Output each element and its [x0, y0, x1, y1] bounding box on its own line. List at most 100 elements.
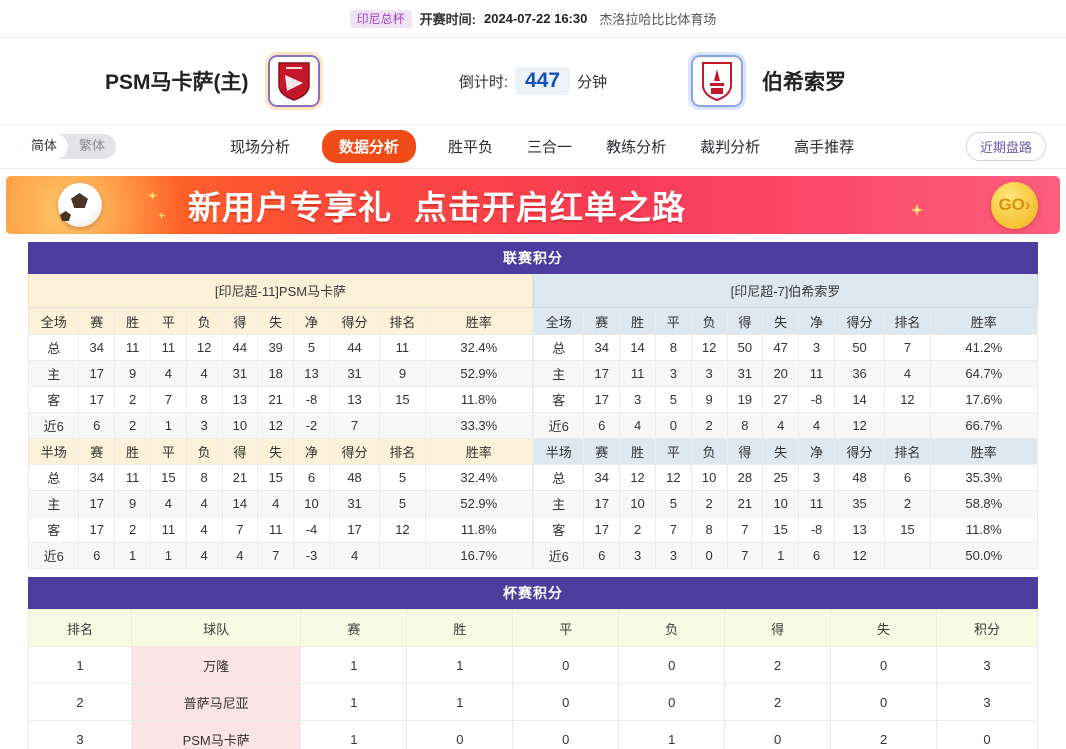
row-scope: 主 [532, 490, 585, 517]
cell-win: 12 [619, 464, 656, 491]
cell-draw: 12 [654, 464, 692, 491]
cell-gf: 8 [726, 412, 764, 439]
competition-tag: 印尼总杯 [349, 9, 412, 28]
cell-gd: -2 [293, 412, 330, 439]
row-scope: 主 [27, 490, 80, 517]
cell-loss: 8 [185, 464, 223, 491]
cup-standings-table: 排名 球队 赛 胜 平 负 得 失 积分 1 万隆 1 1 0 0 2 0 3 … [28, 609, 1038, 749]
cell-loss: 0 [618, 646, 726, 684]
row-scope: 近6 [27, 412, 80, 439]
cell-loss: 0 [690, 542, 728, 569]
cell-ga: 39 [257, 334, 295, 361]
language-toggle[interactable]: 简体 繁体 [20, 134, 117, 159]
cell-gd: 3 [798, 464, 835, 491]
cell-loss: 8 [185, 386, 223, 413]
cell-points: 14 [833, 386, 886, 413]
lang-simplified-option[interactable]: 简体 [20, 134, 69, 159]
table-row: 总 34 12 12 10 28 25 3 48 6 35.3% [532, 464, 1039, 491]
col-win: 胜 [406, 609, 514, 647]
col-gf: 得 [221, 438, 259, 465]
cell-points: 36 [833, 360, 886, 387]
cell-team[interactable]: PSM马卡萨 [130, 720, 302, 749]
cell-played: 6 [583, 542, 621, 569]
col-draw: 平 [654, 438, 692, 465]
sparkle-icon [911, 204, 923, 216]
cell-points: 31 [328, 360, 381, 387]
cell-points: 44 [328, 334, 381, 361]
tab-live-analysis[interactable]: 现场分析 [230, 139, 291, 156]
table-row: 1 万隆 1 1 0 0 2 0 3 [28, 646, 1038, 684]
cell-draw: 0 [654, 412, 692, 439]
cell-rank: 15 [884, 516, 931, 543]
cell-ga: 25 [762, 464, 800, 491]
cell-gf: 14 [221, 490, 259, 517]
col-gf: 得 [221, 308, 259, 335]
cell-points: 4 [328, 542, 381, 569]
col-win: 胜 [619, 438, 656, 465]
cell-team[interactable]: 普萨马尼亚 [130, 683, 302, 721]
cell-gf: 10 [221, 412, 259, 439]
cell-ga: 2 [830, 720, 938, 749]
tab-coach-analysis[interactable]: 教练分析 [606, 139, 667, 156]
recent-odds-button[interactable]: 近期盘路 [965, 132, 1046, 161]
cell-rank: 12 [884, 386, 931, 413]
col-gd: 净 [798, 438, 835, 465]
cell-points: 12 [833, 412, 886, 439]
home-full-header-row: 全场 赛 胜 平 负 得 失 净 得分 排名 胜率 [27, 308, 534, 335]
cell-played: 1 [300, 720, 408, 749]
home-team-block[interactable]: PSM马卡萨(主) [0, 52, 400, 110]
cell-win: 9 [114, 360, 151, 387]
cell-loss: 1 [618, 720, 726, 749]
cell-played: 34 [583, 464, 621, 491]
cell-gd: -4 [293, 516, 330, 543]
cell-rank: 2 [28, 683, 132, 721]
cell-loss: 4 [185, 490, 223, 517]
col-loss: 负 [185, 308, 223, 335]
tab-referee-analysis[interactable]: 裁判分析 [700, 139, 761, 156]
cell-win: 1 [114, 542, 151, 569]
cell-rank: 9 [379, 360, 426, 387]
cell-points: 13 [833, 516, 886, 543]
col-scope: 半场 [532, 438, 585, 465]
cell-draw: 7 [654, 516, 692, 543]
tab-data-analysis[interactable]: 数据分析 [322, 130, 417, 163]
tab-three-in-one[interactable]: 三合一 [527, 139, 573, 156]
col-loss: 负 [690, 438, 728, 465]
cell-points: 48 [833, 464, 886, 491]
row-scope: 客 [532, 386, 585, 413]
away-stats-table: 全场 赛 胜 平 负 得 失 净 得分 排名 胜率 总 34 14 8 [532, 308, 1039, 569]
cell-win: 11 [114, 464, 151, 491]
cell-draw: 3 [654, 542, 692, 569]
cell-loss: 9 [690, 386, 728, 413]
table-row: 总 34 11 11 12 44 39 5 44 11 32.4% [27, 334, 534, 361]
cell-gf: 50 [726, 334, 764, 361]
banner-go-button[interactable]: GO › [991, 181, 1038, 229]
tab-win-draw-loss[interactable]: 胜平负 [448, 139, 494, 156]
promo-banner[interactable]: 新用户专享礼 点击开启红单之路 GO › [6, 176, 1060, 234]
cell-team[interactable]: 万隆 [130, 646, 302, 684]
cell-win: 10 [619, 490, 656, 517]
col-loss: 负 [185, 438, 223, 465]
cell-draw: 0 [512, 646, 620, 684]
lang-traditional-option[interactable]: 繁体 [79, 138, 106, 154]
table-row: 3 PSM马卡萨 1 0 0 1 0 2 0 [28, 720, 1038, 749]
tab-expert-picks[interactable]: 高手推荐 [794, 139, 855, 156]
cell-played: 6 [78, 412, 116, 439]
cell-loss: 3 [690, 360, 728, 387]
match-info-bar: 印尼总杯 开赛时间: 2024-07-22 16:30 杰洛拉哈比比体育场 [0, 0, 1066, 38]
cell-winrate: 11.8% [929, 516, 1039, 543]
away-team-block[interactable]: 伯希索罗 [666, 52, 1066, 110]
col-played: 赛 [583, 438, 621, 465]
cell-win: 0 [406, 720, 514, 749]
cell-rank [884, 542, 931, 569]
col-played: 赛 [583, 308, 621, 335]
cell-gd: -8 [798, 386, 835, 413]
col-win: 胜 [114, 438, 151, 465]
cell-win: 1 [406, 646, 514, 684]
col-draw: 平 [149, 308, 187, 335]
cell-played: 17 [583, 386, 621, 413]
col-ga: 失 [830, 609, 938, 647]
cell-ga: 27 [762, 386, 800, 413]
cell-played: 17 [583, 360, 621, 387]
row-scope: 近6 [27, 542, 80, 569]
